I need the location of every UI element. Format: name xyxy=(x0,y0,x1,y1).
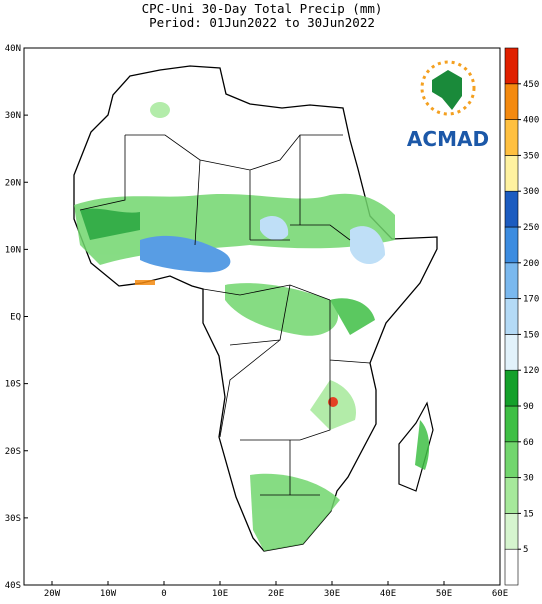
lat-label: 40N xyxy=(5,44,21,54)
precip-shading xyxy=(74,102,430,551)
colorbar: 5 15 30 60 90 120 150 170 200 250 300 350 400 450 xyxy=(504,47,539,586)
colorbar-label: 15 xyxy=(523,509,534,519)
subtitle: Period: 01Jun2022 to 30Jun2022 xyxy=(149,15,375,30)
colorbar-label: 120 xyxy=(523,366,539,376)
colorbar-swatch xyxy=(504,477,519,514)
map xyxy=(23,47,501,586)
lon-label: 50E xyxy=(436,589,452,599)
colorbar-swatch xyxy=(504,262,519,299)
colorbar-label: 300 xyxy=(523,187,539,197)
colorbar-swatch xyxy=(504,119,519,156)
colorbar-swatch xyxy=(504,513,519,550)
colorbar-label: 60 xyxy=(523,438,534,448)
logo-sun xyxy=(420,60,476,116)
axes: 40N 30N 20N 10N EQ 10S 20S 30S 40S 20W 10W 0 10E 20E 3… xyxy=(5,44,508,599)
colorbar-swatch xyxy=(504,548,519,586)
lon-label: 40E xyxy=(380,589,396,599)
lon-label: 20E xyxy=(268,589,284,599)
colorbar-swatch xyxy=(504,83,519,120)
colorbar-swatch xyxy=(504,155,519,192)
lat-label: 30N xyxy=(5,111,21,121)
colorbar-swatch xyxy=(504,226,519,264)
lat-label: 20S xyxy=(5,447,21,457)
lat-label: 10N xyxy=(5,245,21,255)
colorbar-swatch xyxy=(504,298,519,335)
colorbar-swatch xyxy=(504,190,519,228)
logo-text: ACMAD xyxy=(407,127,489,151)
colorbar-swatch xyxy=(504,334,519,371)
lon-label: 10E xyxy=(212,589,228,599)
lat-label: 10S xyxy=(5,380,21,390)
colorbar-label: 30 xyxy=(523,474,534,484)
lat-label: EQ xyxy=(10,313,21,323)
lat-label: 40S xyxy=(5,581,21,591)
lat-label: 20N xyxy=(5,178,21,188)
lon-label: 0 xyxy=(161,589,166,599)
colorbar-label: 450 xyxy=(523,80,539,90)
colorbar-label: 350 xyxy=(523,151,539,161)
logo-africa xyxy=(432,70,462,110)
colorbar-swatch xyxy=(504,405,519,443)
colorbar-label: 170 xyxy=(523,295,539,305)
colorbar-swatch xyxy=(504,369,519,407)
lon-label: 20W xyxy=(44,589,61,599)
lon-label: 10W xyxy=(100,589,117,599)
logo: ACMAD xyxy=(407,60,489,151)
colorbar-swatch xyxy=(504,47,519,85)
country-borders xyxy=(79,134,371,496)
colorbar-label: 90 xyxy=(523,402,534,412)
colorbar-label: 200 xyxy=(523,259,539,269)
colorbar-label: 250 xyxy=(523,223,539,233)
colorbar-swatch xyxy=(504,441,519,478)
lon-label: 30E xyxy=(324,589,340,599)
colorbar-label: 400 xyxy=(523,116,539,126)
lat-label: 30S xyxy=(5,514,21,524)
lon-label: 60E xyxy=(492,589,508,599)
colorbar-label: 150 xyxy=(523,330,539,340)
madagascar xyxy=(398,401,434,492)
colorbar-label: 5 xyxy=(523,545,528,555)
title: CPC-Uni 30-Day Total Precip (mm) xyxy=(142,1,383,16)
